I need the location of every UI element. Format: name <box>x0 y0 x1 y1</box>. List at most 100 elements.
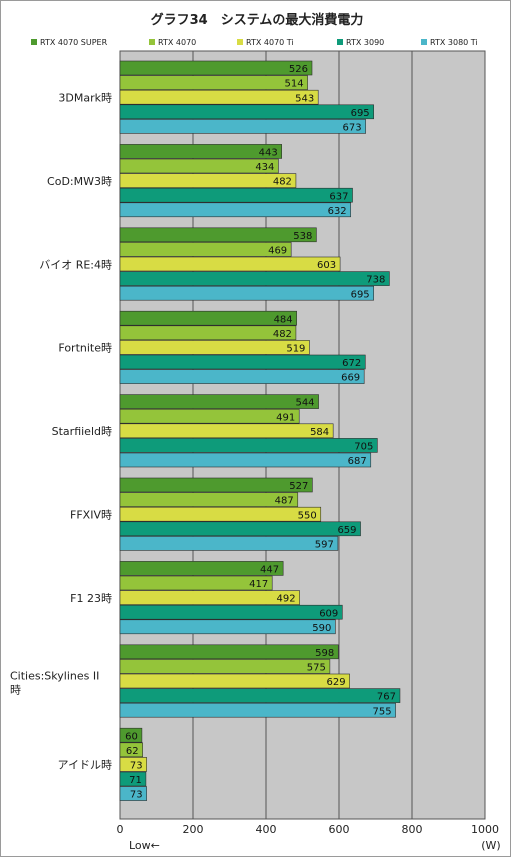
bar <box>119 771 147 787</box>
bar <box>119 561 284 576</box>
bar <box>119 285 374 301</box>
bar <box>119 271 390 286</box>
bar <box>119 604 343 620</box>
bar <box>119 104 374 120</box>
bar <box>119 173 297 188</box>
data-label: 543 <box>295 93 314 104</box>
bar <box>119 242 292 257</box>
bar <box>119 727 143 743</box>
bar <box>119 644 339 660</box>
data-label: 484 <box>274 314 293 325</box>
bar <box>119 310 297 326</box>
bar <box>119 619 336 635</box>
bar <box>119 506 322 522</box>
bar <box>119 575 273 591</box>
bar <box>119 688 401 703</box>
legend-swatch <box>237 39 243 45</box>
bar <box>119 438 378 453</box>
data-label: 491 <box>276 412 295 423</box>
data-label: 526 <box>289 64 308 75</box>
x-axis-ticks: 0 200 400 600 800 1000 <box>117 823 500 836</box>
bar <box>119 354 366 370</box>
data-label: 755 <box>372 706 391 717</box>
bar <box>119 757 147 772</box>
category-label: F1 23時 <box>70 592 112 605</box>
data-label: 538 <box>293 231 312 242</box>
x-tick-label: 1000 <box>471 823 499 836</box>
data-label: 73 <box>130 790 143 801</box>
data-label: 492 <box>276 594 295 605</box>
x-tick-label: 800 <box>402 823 423 836</box>
bar <box>119 227 317 243</box>
data-label: 434 <box>255 162 274 173</box>
category-label: バイオ RE:4時 <box>39 258 112 271</box>
data-label: 673 <box>343 123 362 134</box>
chart-title: グラフ34 システムの最大消費電力 <box>151 12 364 28</box>
data-label: 632 <box>328 206 347 217</box>
data-label: 482 <box>273 177 292 188</box>
bar <box>119 60 313 76</box>
x-tick-label: 200 <box>183 823 204 836</box>
data-label: 544 <box>295 398 314 409</box>
data-label: 447 <box>260 565 279 576</box>
bar <box>119 144 282 159</box>
legend-entry: RTX 4070 Ti <box>246 38 294 47</box>
bar <box>119 423 334 439</box>
bar <box>119 673 350 689</box>
bar <box>119 325 297 341</box>
data-label: 672 <box>342 358 361 369</box>
axis-note-low: Low← <box>129 839 160 852</box>
data-label: 637 <box>329 191 348 202</box>
data-label: 62 <box>126 746 139 757</box>
bar <box>119 75 308 90</box>
data-label: 514 <box>285 79 304 90</box>
bar <box>119 408 300 424</box>
data-label: 629 <box>326 677 345 688</box>
data-label: 603 <box>317 260 336 271</box>
bar <box>119 452 372 468</box>
x-tick-label: 0 <box>117 823 124 836</box>
data-label: 597 <box>315 540 334 551</box>
bar <box>119 702 396 718</box>
category-label: 3DMark時 <box>58 92 112 105</box>
x-tick-label: 600 <box>329 823 350 836</box>
data-label: 550 <box>298 510 317 521</box>
axis-unit-label: (W) <box>481 839 500 852</box>
bar <box>119 659 331 674</box>
data-label: 519 <box>286 344 305 355</box>
bar <box>119 256 341 272</box>
bar <box>119 477 313 493</box>
category-label: アイドル時 <box>58 759 112 772</box>
bars: 526 514 543 695 673 443 434 482 637 632 538 469 603 7… <box>119 60 401 801</box>
category-label: Fortnite時 <box>58 342 112 355</box>
legend-entry: RTX 4070 SUPER <box>40 38 108 47</box>
bar <box>119 786 147 801</box>
data-label: 598 <box>315 648 334 659</box>
legend: RTX 4070 SUPER RTX 4070 RTX 4070 Ti RTX 309… <box>31 38 478 47</box>
data-label: 609 <box>319 608 338 619</box>
legend-swatch <box>337 39 343 45</box>
legend-entry: RTX 3080 Ti <box>430 38 478 47</box>
category-label: FFXIV時 <box>70 509 112 522</box>
data-label: 71 <box>129 775 142 786</box>
legend-entry: RTX 3090 <box>346 38 384 47</box>
data-label: 527 <box>289 481 308 492</box>
data-label: 575 <box>307 663 326 674</box>
data-label: 695 <box>351 108 370 119</box>
legend-swatch <box>149 39 155 45</box>
bar <box>119 187 353 203</box>
category-label: CoD:MW3時 <box>47 175 112 188</box>
data-label: 73 <box>130 761 143 772</box>
bar <box>119 394 319 409</box>
data-label: 584 <box>310 427 329 438</box>
bar <box>119 202 351 218</box>
legend-swatch <box>31 39 37 45</box>
data-label: 669 <box>341 373 360 384</box>
bar <box>119 492 299 507</box>
data-label: 590 <box>312 623 331 634</box>
bar <box>119 536 339 551</box>
data-label: 417 <box>249 579 268 590</box>
